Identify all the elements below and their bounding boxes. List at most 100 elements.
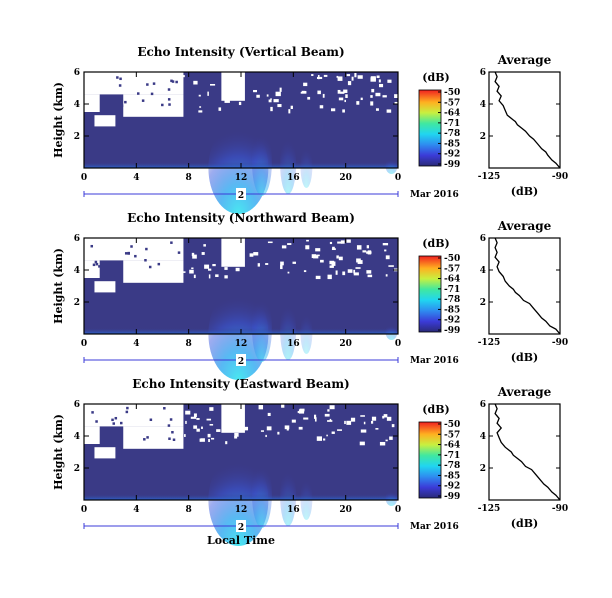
average-profile-line <box>494 237 561 335</box>
echo-speckle <box>118 84 122 87</box>
no-data-speckle <box>185 410 191 415</box>
average-x-tick-label: -125 <box>478 504 501 514</box>
echo-speckle <box>149 418 153 422</box>
no-data-speckle <box>199 106 202 108</box>
no-data-speckle <box>363 421 366 425</box>
echo-speckle <box>177 251 181 254</box>
no-data-speckle <box>376 75 380 79</box>
echo-speckle <box>167 98 171 101</box>
no-data-speckle <box>322 93 325 98</box>
no-data-speckle <box>359 441 365 446</box>
no-data-speckle <box>353 272 359 276</box>
no-data-speckle <box>370 95 373 98</box>
echo-speckle <box>120 421 123 425</box>
no-data-speckle <box>267 412 271 417</box>
colorbar-tick-label: -57 <box>444 430 460 440</box>
echo-speckle <box>171 80 175 83</box>
x-tick-label: 8 <box>186 505 192 515</box>
no-data-speckle <box>367 274 373 278</box>
no-data-speckle <box>362 250 367 253</box>
average-frame <box>488 403 561 501</box>
x-tick-label: 0 <box>81 505 87 515</box>
no-data-speckle <box>360 429 367 433</box>
no-data-speckle <box>371 416 377 421</box>
x-tick-label: 12 <box>235 173 248 183</box>
no-data-speckle <box>378 79 381 83</box>
no-data-speckle <box>208 438 210 443</box>
no-data-speckle <box>233 405 239 410</box>
echo-speckle <box>111 418 114 422</box>
no-data-speckle <box>208 274 211 279</box>
echo-speckle <box>172 438 176 442</box>
no-data-speckle <box>241 416 244 422</box>
x-tick-label: 12 <box>235 505 248 515</box>
echo-speckle <box>92 263 96 267</box>
echo-speckle <box>157 262 161 266</box>
x-tick-label: 0 <box>81 173 87 183</box>
no-data-speckle <box>256 94 260 98</box>
no-data-speckle <box>253 89 258 93</box>
no-data-speckle <box>371 88 375 93</box>
no-data-speckle <box>224 267 228 270</box>
no-data-region <box>84 404 184 427</box>
x-tick-label: 4 <box>133 339 139 349</box>
no-data-speckle <box>199 438 202 442</box>
no-data-speckle <box>211 437 215 440</box>
no-data-speckle <box>316 254 320 257</box>
no-data-speckle <box>270 106 273 112</box>
average-y-tick-label: 4 <box>480 100 486 110</box>
colorbar-tick-label: -78 <box>444 129 460 139</box>
no-data-speckle <box>218 107 222 111</box>
no-data-speckle <box>307 96 311 100</box>
no-data-speckle <box>209 407 214 411</box>
no-data-speckle <box>208 268 212 271</box>
average-y-tick-label: 6 <box>480 234 486 244</box>
no-data-speckle <box>207 433 211 438</box>
no-data-speckle <box>315 248 321 252</box>
no-data-region <box>221 404 245 433</box>
no-data-speckle <box>216 429 221 432</box>
no-data-speckle <box>329 241 333 245</box>
colorbar-tick-label: -64 <box>444 109 460 119</box>
no-data-speckle <box>224 275 228 279</box>
no-data-speckle <box>315 275 321 280</box>
no-data-region <box>123 426 184 449</box>
no-data-speckle <box>320 259 324 263</box>
no-data-speckle <box>330 108 336 112</box>
no-data-speckle <box>303 270 307 273</box>
no-data-speckle <box>196 428 200 432</box>
average-x-tick-label: -90 <box>552 338 568 348</box>
average-profile-line <box>494 71 561 169</box>
echo-speckle <box>120 104 124 108</box>
no-data-speckle <box>336 75 339 78</box>
date-label: Mar 2016 <box>410 522 459 532</box>
no-data-speckle <box>182 271 186 273</box>
echo-speckle <box>170 241 173 244</box>
no-data-speckle <box>336 255 339 259</box>
colorbar-tick-label: -85 <box>444 305 460 315</box>
average-y-tick-label: 6 <box>480 400 486 410</box>
y-tick-label: 4 <box>74 100 80 110</box>
no-data-speckle <box>346 420 352 425</box>
colorbar-tick-label: -78 <box>444 295 460 305</box>
average-x-label: (dB) <box>511 517 538 530</box>
no-data-speckle <box>382 415 385 419</box>
colorbar-tick-label: -99 <box>444 326 460 336</box>
no-data-speckle <box>327 420 333 422</box>
no-data-speckle <box>337 241 343 244</box>
no-data-speckle <box>206 418 212 421</box>
no-data-speckle <box>356 101 360 105</box>
no-data-speckle <box>347 269 353 273</box>
no-data-speckle <box>284 425 290 430</box>
no-data-speckle <box>266 94 269 97</box>
echo-speckle <box>119 77 122 81</box>
no-data-speckle <box>198 94 201 97</box>
no-data-speckle <box>225 82 229 85</box>
no-data-speckle <box>303 82 308 87</box>
echo-speckle <box>119 432 122 435</box>
no-data-speckle <box>234 432 239 437</box>
average-x-tick-label: -90 <box>552 504 568 514</box>
y-tick-label: 6 <box>74 400 80 410</box>
no-data-speckle <box>343 89 348 93</box>
no-data-speckle <box>298 426 303 430</box>
